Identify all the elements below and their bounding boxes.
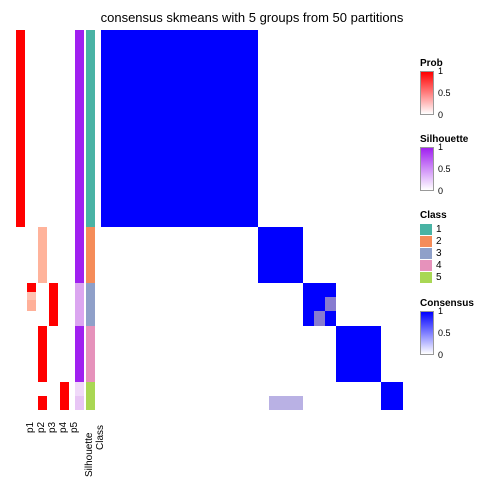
- legend-silhouette-gradient: [420, 147, 434, 191]
- legend-class-swatch: [420, 260, 432, 271]
- legend-class-item: 1: [420, 223, 447, 235]
- prob-col-p3-seg: [38, 382, 47, 396]
- prob-col-p4-seg: [49, 30, 58, 283]
- consensus-cell: [325, 297, 336, 311]
- legend-silhouette-tick: 1: [438, 143, 443, 152]
- legend-class-swatch: [420, 272, 432, 283]
- consensus-heatmap: [101, 30, 403, 410]
- prob-col-p3-seg: [38, 396, 47, 410]
- prob-col-p4-seg: [49, 283, 58, 326]
- class-col: [86, 30, 95, 410]
- consensus-cell: [314, 311, 325, 325]
- silhouette-col-seg: [75, 283, 84, 326]
- class-col-seg: [86, 227, 95, 283]
- class-col-seg: [86, 283, 95, 326]
- prob-col-p2-seg: [27, 292, 36, 300]
- consensus-cell: [280, 396, 291, 410]
- legend-prob-gradient: [420, 71, 434, 115]
- prob-col-p1-seg: [16, 227, 25, 410]
- prob-col-p2: [27, 30, 36, 410]
- legend-consensus-gradient: [420, 311, 434, 355]
- silhouette-col-seg: [75, 326, 84, 382]
- legend-class-label: 2: [436, 236, 442, 247]
- silhouette-col: [75, 30, 84, 410]
- prob-col-p2-seg: [27, 300, 36, 311]
- prob-col-p5-seg: [60, 30, 69, 382]
- column-label: Silhouette: [84, 433, 95, 477]
- legend-class-item: 5: [420, 271, 447, 283]
- column-label: p5: [69, 422, 80, 433]
- class-col-seg: [86, 382, 95, 410]
- silhouette-col-seg: [75, 30, 84, 283]
- legend-consensus: Consensus10.50: [420, 298, 474, 355]
- consensus-block: [381, 382, 403, 410]
- legend-class: Class 12345: [420, 210, 447, 283]
- prob-col-p2-seg: [27, 311, 36, 410]
- legend-prob-tick: 1: [438, 67, 443, 76]
- legend-class-title: Class: [420, 210, 447, 221]
- legend-class-swatch: [420, 248, 432, 259]
- legend-silhouette-tick: 0.5: [438, 165, 451, 174]
- class-col-seg: [86, 326, 95, 382]
- page-title: consensus skmeans with 5 groups from 50 …: [0, 0, 504, 25]
- consensus-cell: [269, 396, 280, 410]
- prob-col-p2-seg: [27, 30, 36, 283]
- prob-col-p3: [38, 30, 47, 410]
- silhouette-col-seg: [75, 396, 84, 410]
- prob-col-p2-seg: [27, 283, 36, 292]
- prob-col-p3-seg: [38, 227, 47, 283]
- column-label: p1: [25, 422, 36, 433]
- class-col-seg: [86, 30, 95, 227]
- consensus-block: [101, 30, 258, 227]
- legend-prob-tick: 0: [438, 111, 443, 120]
- prob-col-p4: [49, 30, 58, 410]
- legend-class-label: 3: [436, 248, 442, 259]
- legend-consensus-tick: 1: [438, 307, 443, 316]
- prob-col-p5: [60, 30, 69, 410]
- prob-col-p1-seg: [16, 30, 25, 227]
- legend-class-label: 1: [436, 224, 442, 235]
- legend-prob-tick: 0.5: [438, 89, 451, 98]
- main-plot: [16, 30, 403, 410]
- legend-class-swatch: [420, 236, 432, 247]
- legend-consensus-tick: 0.5: [438, 329, 451, 338]
- legend-class-item: 3: [420, 247, 447, 259]
- legend-consensus-tick: 0: [438, 351, 443, 360]
- prob-col-p4-seg: [49, 326, 58, 410]
- consensus-block: [258, 227, 303, 283]
- consensus-cell: [291, 396, 302, 410]
- legend-silhouette-title: Silhouette: [420, 134, 468, 145]
- legend-class-item: 2: [420, 235, 447, 247]
- legend-class-label: 5: [436, 272, 442, 283]
- prob-col-p3-seg: [38, 326, 47, 382]
- prob-col-p1: [16, 30, 25, 410]
- prob-col-p5-seg: [60, 382, 69, 410]
- consensus-block: [336, 326, 381, 382]
- legend-silhouette-tick: 0: [438, 187, 443, 196]
- prob-col-p3-seg: [38, 283, 47, 326]
- silhouette-col-seg: [75, 382, 84, 396]
- prob-col-p3-seg: [38, 30, 47, 227]
- legend-class-item: 4: [420, 259, 447, 271]
- legend-prob: Prob10.50: [420, 58, 443, 115]
- legend-silhouette: Silhouette10.50: [420, 134, 468, 191]
- column-label: p2: [36, 422, 47, 433]
- legend-class-swatch: [420, 224, 432, 235]
- column-label: Class: [95, 424, 106, 449]
- column-label: p4: [58, 422, 69, 433]
- legend-consensus-title: Consensus: [420, 298, 474, 309]
- column-label: p3: [47, 422, 58, 433]
- legend-class-label: 4: [436, 260, 442, 271]
